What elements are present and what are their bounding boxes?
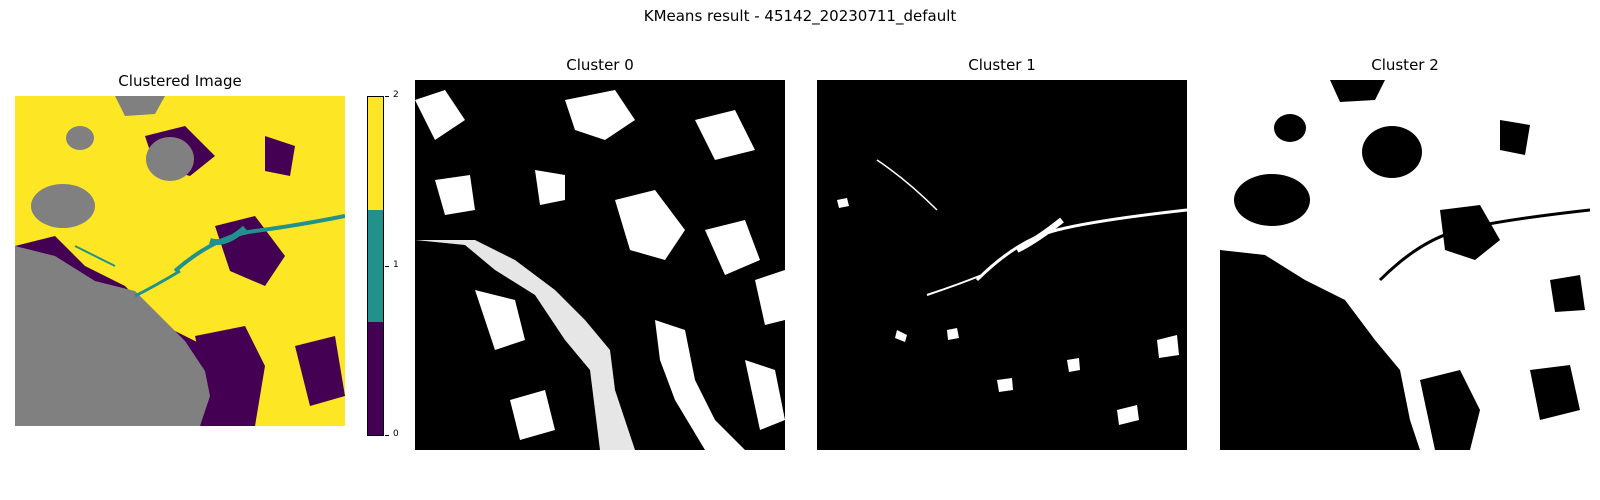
- colorbar-tick-0: [385, 435, 389, 436]
- colorbar-segment-1: [368, 209, 383, 323]
- cluster-2-mask: [1220, 80, 1590, 450]
- colorbar-tick-label-2: 2: [393, 90, 399, 100]
- colorbar-tick-2: [385, 96, 389, 97]
- colorbar-segment-0: [368, 322, 383, 435]
- colorbar-tick-1: [385, 266, 389, 267]
- colorbar-tick-label-1: 1: [393, 260, 399, 270]
- cluster-0-mask: [415, 80, 785, 450]
- cluster-0-title: Cluster 0: [566, 56, 634, 74]
- colorbar: [367, 96, 384, 436]
- colorbar-tick-label-0: 0: [393, 429, 399, 439]
- colorbar-segment-2: [368, 97, 383, 223]
- cluster-1-title: Cluster 1: [968, 56, 1036, 74]
- cluster-1-mask: [817, 80, 1187, 450]
- figure-title: KMeans result - 45142_20230711_default: [643, 7, 957, 25]
- clustered-image-title: Clustered Image: [118, 72, 242, 90]
- clustered-image: [15, 96, 345, 426]
- cluster-2-title: Cluster 2: [1371, 56, 1439, 74]
